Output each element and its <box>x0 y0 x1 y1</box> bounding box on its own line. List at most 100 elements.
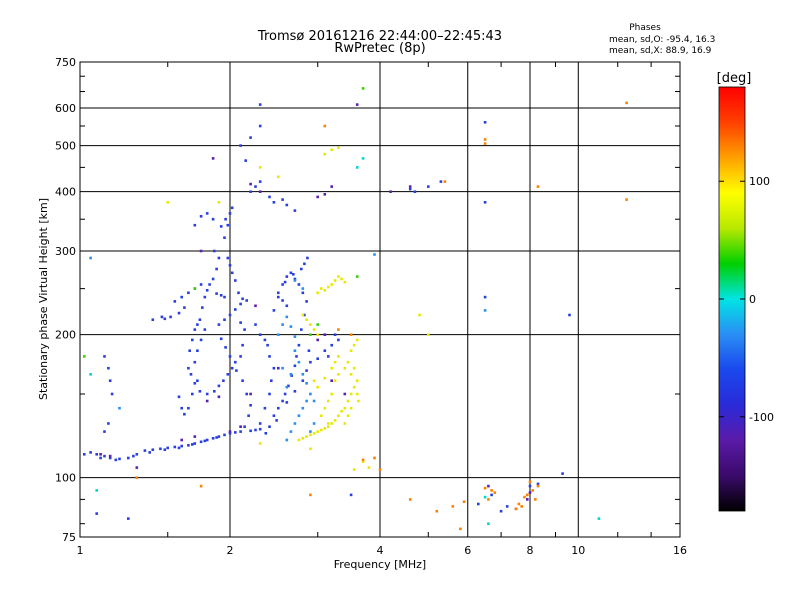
data-point <box>330 379 333 382</box>
data-point <box>127 517 130 520</box>
data-point <box>188 349 191 352</box>
data-point <box>228 355 232 358</box>
data-point <box>300 267 303 271</box>
data-point <box>180 406 183 410</box>
data-point <box>263 338 267 342</box>
data-point <box>264 432 268 435</box>
data-point <box>333 279 337 282</box>
data-point <box>239 144 242 147</box>
data-point <box>303 262 306 266</box>
data-point <box>245 299 248 302</box>
data-point <box>277 291 280 295</box>
data-point <box>263 406 267 410</box>
data-point <box>337 275 340 278</box>
data-point <box>239 355 242 358</box>
phase-stats-title: Phases <box>629 23 661 33</box>
data-point <box>177 311 181 315</box>
data-point <box>517 502 521 506</box>
data-point <box>293 277 297 281</box>
data-point <box>305 435 308 438</box>
data-point <box>217 323 221 326</box>
data-point <box>323 289 327 292</box>
data-point <box>277 295 280 299</box>
data-point <box>316 357 319 360</box>
data-point <box>373 456 376 460</box>
data-point <box>268 425 271 428</box>
data-point <box>293 349 297 352</box>
data-point <box>258 124 262 128</box>
data-point <box>526 498 529 501</box>
data-point <box>277 333 280 336</box>
data-point <box>239 425 242 428</box>
phase-stats-x: mean, sd,X: 88.9, 16.9 <box>609 46 712 56</box>
data-point <box>352 366 356 370</box>
data-point <box>219 294 223 297</box>
data-point <box>526 493 529 497</box>
data-point <box>483 495 487 499</box>
data-point <box>196 349 199 352</box>
data-point <box>83 453 86 456</box>
data-point <box>309 333 312 336</box>
data-point <box>215 267 218 271</box>
data-point <box>293 335 297 338</box>
data-point <box>323 376 327 380</box>
y-tick-labels: 75 100 200 300 400 500 600 750 <box>55 56 76 544</box>
data-point <box>180 444 183 448</box>
data-point <box>287 384 290 388</box>
data-point <box>301 437 305 440</box>
data-point <box>483 295 487 299</box>
data-point <box>183 412 186 416</box>
data-point <box>293 422 297 425</box>
x-tick-label: 1 <box>77 544 84 557</box>
data-point <box>196 323 199 326</box>
data-point <box>349 493 353 497</box>
data-point <box>330 392 333 396</box>
data-point <box>439 180 443 183</box>
data-point <box>201 306 204 309</box>
data-point <box>301 291 305 295</box>
data-point <box>320 428 323 432</box>
data-point <box>349 373 353 376</box>
data-point <box>217 435 221 438</box>
data-point <box>183 306 186 309</box>
data-point <box>340 409 343 413</box>
data-point <box>247 414 250 417</box>
data-point <box>108 454 112 458</box>
data-point <box>327 355 330 358</box>
data-point <box>323 406 327 410</box>
data-point <box>323 124 327 128</box>
data-point <box>487 484 490 488</box>
data-point <box>301 287 305 290</box>
data-point <box>95 512 98 515</box>
x-tick-label: 10 <box>571 544 585 557</box>
data-point <box>258 190 262 193</box>
data-point <box>327 285 330 289</box>
data-point <box>266 343 269 347</box>
data-point <box>223 433 226 437</box>
data-point <box>309 447 312 451</box>
data-point <box>281 283 284 286</box>
colorbar-tick-label: 100 <box>749 175 770 188</box>
data-point <box>531 489 534 492</box>
y-tick-label: 75 <box>62 531 76 544</box>
data-point <box>316 333 319 336</box>
data-point <box>226 256 230 260</box>
data-point <box>289 430 293 433</box>
data-point <box>323 333 327 336</box>
data-point <box>355 392 359 396</box>
data-point <box>211 217 215 221</box>
data-point <box>499 509 503 513</box>
data-point <box>213 390 216 393</box>
data-point <box>211 437 215 440</box>
data-point <box>309 323 312 326</box>
data-point <box>289 373 293 376</box>
data-point <box>300 328 303 331</box>
data-point <box>215 436 218 439</box>
data-point <box>226 223 230 227</box>
data-point <box>249 182 252 186</box>
data-point <box>243 425 246 428</box>
data-point <box>249 190 252 193</box>
data-point <box>316 430 319 433</box>
data-point <box>536 484 540 488</box>
data-point <box>235 369 238 372</box>
